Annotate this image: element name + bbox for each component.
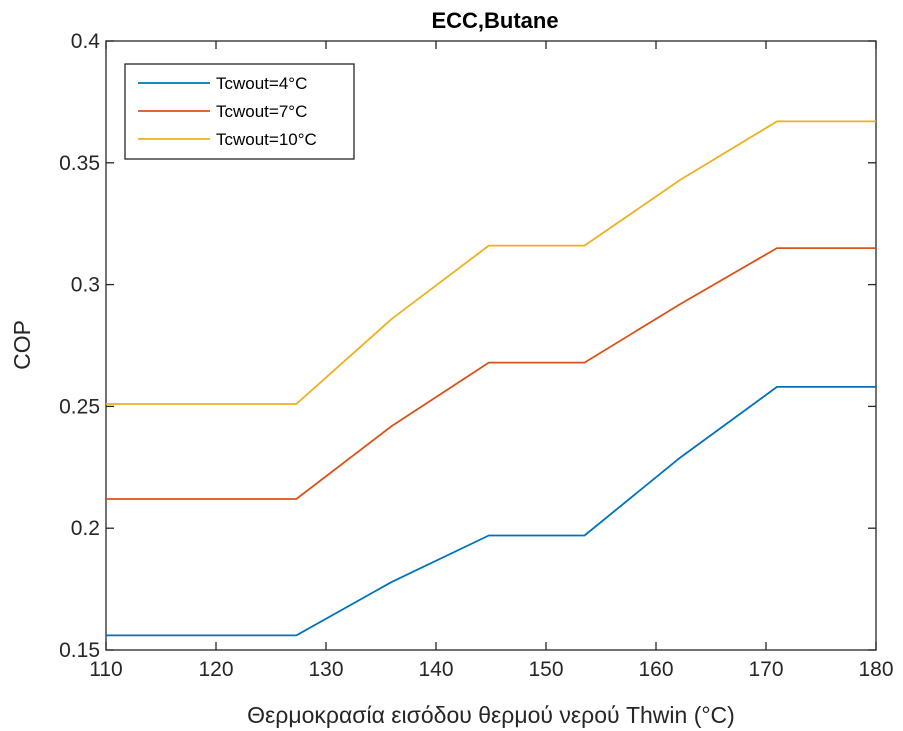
legend-label: Tcwout=4°C xyxy=(216,74,307,93)
y-tick-label: 0.15 xyxy=(59,639,100,662)
x-tick-label: 170 xyxy=(748,658,783,681)
series-line-1 xyxy=(106,385,876,637)
x-axis-label: Θερμοκρασία εισόδου θερμού νερού Thwin (… xyxy=(247,702,735,728)
series-layer xyxy=(106,120,876,637)
legend-label: Tcwout=10°C xyxy=(216,130,317,149)
x-tick-label: 150 xyxy=(528,658,563,681)
y-tick-label: 0.35 xyxy=(59,152,100,175)
y-axis-label: COP xyxy=(9,320,35,370)
x-tick-label: 130 xyxy=(308,658,343,681)
x-tick-label: 160 xyxy=(638,658,673,681)
x-tick-label: 140 xyxy=(418,658,453,681)
legend: Tcwout=4°C Tcwout=7°C Tcwout=10°C xyxy=(124,63,355,160)
y-tick-label: 0.4 xyxy=(71,30,101,53)
x-tick-label: 120 xyxy=(198,658,233,681)
y-tick-label: 0.25 xyxy=(59,395,100,418)
series-line-3 xyxy=(106,120,876,405)
x-tick-label: 180 xyxy=(858,658,893,681)
axis-ticks: 110 120 130 140 150 160 170 180 0.15 0.2 0.25 0.3 0.… xyxy=(59,30,893,681)
y-tick-label: 0.2 xyxy=(71,517,100,540)
legend-label: Tcwout=7°C xyxy=(216,102,307,121)
x-tick-label: 110 xyxy=(89,658,122,681)
y-tick-label: 0.3 xyxy=(71,274,100,297)
chart-title: ECC,Butane xyxy=(431,8,558,33)
series-line-2 xyxy=(106,247,876,500)
